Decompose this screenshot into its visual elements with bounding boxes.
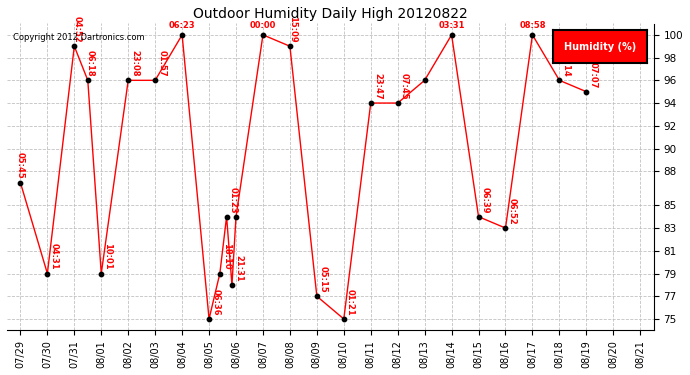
Point: [15, 180, 26, 186]
Text: 07:07: 07:07: [589, 62, 598, 88]
Point: [527, 32, 538, 38]
Text: 05:15: 05:15: [319, 266, 328, 293]
Text: 10:01: 10:01: [104, 243, 112, 270]
Point: [82, 77, 93, 83]
Text: 15:09: 15:09: [288, 16, 297, 43]
Text: 06:52: 06:52: [508, 198, 517, 225]
Point: [69, 43, 80, 49]
Point: [365, 100, 376, 106]
Text: 01:57: 01:57: [157, 50, 166, 77]
Text: Copyright 2012 Dartronics.com: Copyright 2012 Dartronics.com: [13, 33, 145, 42]
Text: 23:14: 23:14: [562, 50, 571, 77]
Text: 05:45: 05:45: [16, 153, 25, 179]
Point: [446, 32, 457, 38]
Point: [311, 293, 322, 299]
Point: [96, 270, 107, 276]
Point: [284, 43, 295, 49]
Text: 23:47: 23:47: [373, 73, 382, 100]
Point: [257, 32, 268, 38]
Point: [226, 282, 237, 288]
Text: 08:58: 08:58: [519, 21, 546, 30]
Point: [177, 32, 188, 38]
Point: [473, 214, 484, 220]
Text: 00:00: 00:00: [250, 21, 276, 30]
Text: 07:45: 07:45: [400, 73, 409, 100]
Text: 23:08: 23:08: [130, 50, 139, 77]
Point: [554, 77, 565, 83]
Point: [581, 88, 592, 94]
Text: 21:31: 21:31: [234, 255, 243, 282]
Text: 04:31: 04:31: [50, 243, 59, 270]
Point: [150, 77, 161, 83]
Text: 01:23: 01:23: [228, 187, 238, 213]
Text: 01:21: 01:21: [346, 289, 355, 315]
Text: 04:52: 04:52: [72, 16, 81, 43]
Text: 03:31: 03:31: [438, 21, 465, 30]
Point: [392, 100, 403, 106]
Point: [123, 77, 134, 83]
Point: [338, 316, 349, 322]
Text: 06:36: 06:36: [211, 289, 220, 315]
Text: 06:23: 06:23: [169, 21, 195, 30]
Text: 06:18: 06:18: [86, 50, 95, 77]
Point: [204, 316, 215, 322]
Point: [215, 270, 226, 276]
Point: [42, 270, 53, 276]
Text: 06:39: 06:39: [481, 187, 490, 213]
Point: [500, 225, 511, 231]
Point: [419, 77, 430, 83]
Point: [221, 214, 232, 220]
Text: 18:10: 18:10: [222, 243, 231, 270]
Title: Outdoor Humidity Daily High 20120822: Outdoor Humidity Daily High 20120822: [193, 7, 468, 21]
Point: [230, 214, 241, 220]
